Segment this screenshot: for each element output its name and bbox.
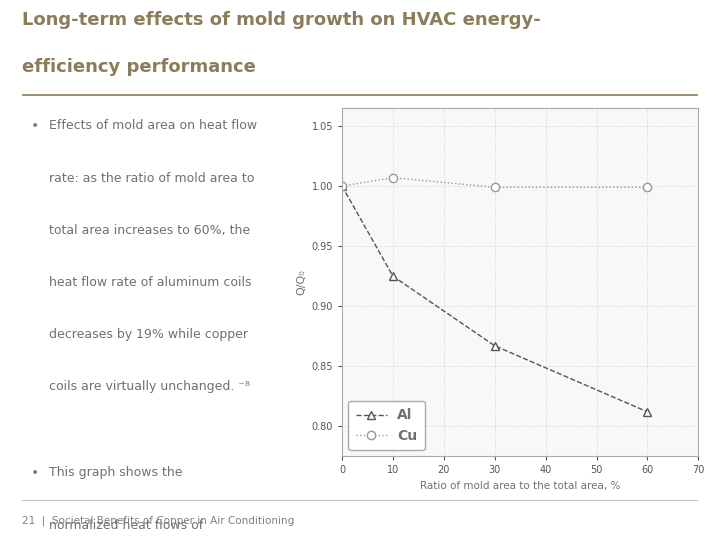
Al <box>338 183 346 190</box>
Text: heat flow rate of aluminum coils: heat flow rate of aluminum coils <box>50 276 252 289</box>
Line: Cu: Cu <box>338 173 652 192</box>
Text: efficiency performance: efficiency performance <box>22 58 256 76</box>
Text: normalized heat flows of: normalized heat flows of <box>50 518 204 531</box>
Legend: Al, Cu: Al, Cu <box>348 401 425 450</box>
Cu <box>389 174 397 181</box>
Text: •: • <box>31 467 39 481</box>
Text: rate: as the ratio of mold area to: rate: as the ratio of mold area to <box>50 172 255 185</box>
Al <box>389 273 397 279</box>
Text: Long-term effects of mold growth on HVAC energy-: Long-term effects of mold growth on HVAC… <box>22 11 540 29</box>
Al <box>490 342 499 349</box>
Text: Effects of mold area on heat flow: Effects of mold area on heat flow <box>50 119 258 132</box>
Cu <box>643 184 652 191</box>
Text: total area increases to 60%, the: total area increases to 60%, the <box>50 224 251 237</box>
Text: decreases by 19% while copper: decreases by 19% while copper <box>50 328 248 341</box>
Text: •: • <box>31 119 39 133</box>
Cu <box>338 183 346 190</box>
Line: Al: Al <box>338 182 652 416</box>
Text: coils are virtually unchanged. ⁻⁸: coils are virtually unchanged. ⁻⁸ <box>50 380 251 393</box>
X-axis label: Ratio of mold area to the total area, %: Ratio of mold area to the total area, % <box>420 481 621 491</box>
Text: This graph shows the: This graph shows the <box>50 467 183 480</box>
Al <box>643 409 652 415</box>
Y-axis label: Q/Q₀: Q/Q₀ <box>296 269 306 295</box>
Text: 21  |  Societal Benefits of Copper in Air Conditioning: 21 | Societal Benefits of Copper in Air … <box>22 515 294 526</box>
Cu <box>490 184 499 191</box>
